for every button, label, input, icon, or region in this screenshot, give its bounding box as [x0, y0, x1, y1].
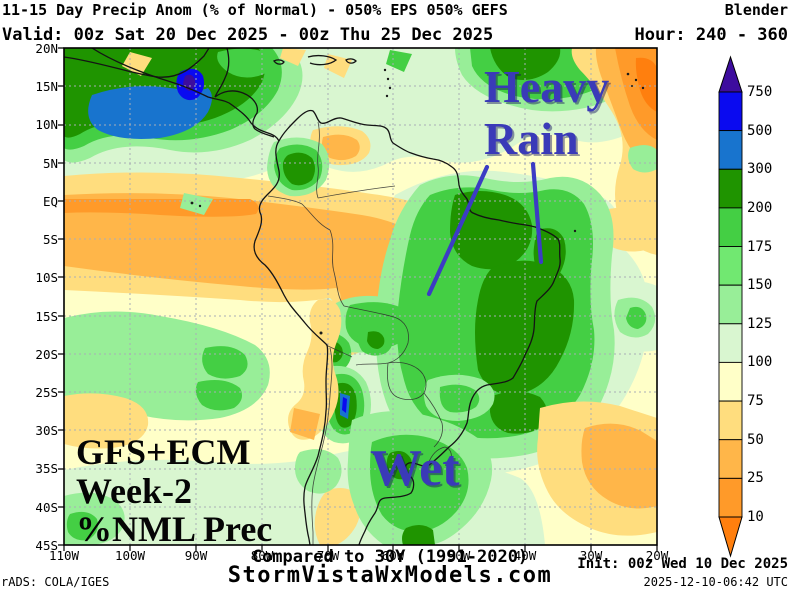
colorbar-label: 75: [747, 393, 764, 409]
model-note-line3: %NML Prec: [76, 509, 273, 549]
colorbar-segment: [718, 130, 743, 170]
lat-label: 5S: [42, 232, 58, 247]
colorbar-segment: [718, 246, 743, 286]
lat-label: 45S: [35, 538, 58, 553]
colorbar-label: 25: [747, 470, 764, 486]
lon-label: 40W: [513, 548, 537, 563]
lat-label: 10S: [35, 270, 58, 285]
map-frame: [63, 47, 658, 546]
filled-contours: [64, 48, 657, 545]
lon-label: 110W: [48, 548, 80, 563]
coastlines: [64, 48, 561, 545]
grads-credit: rADS: COLA/IGES: [1, 575, 110, 589]
lon-label: 60W: [381, 548, 405, 563]
colorbar-below-arrow: [718, 516, 743, 558]
heavy-rain-annotation-line2: Rain: [484, 113, 579, 164]
axis-ticks: [58, 47, 658, 551]
lat-label: 10N: [35, 117, 58, 132]
colorbar-segment: [718, 323, 743, 363]
wet-annotation: Wet: [370, 440, 460, 497]
colorbar-segment: [718, 91, 743, 132]
init-time: Init: 00z Wed 10 Dec 2025: [577, 556, 788, 572]
colorbar-segment: [718, 207, 743, 247]
lon-label: 30W: [579, 548, 603, 563]
valid-range: Valid: 00z Sat 20 Dec 2025 - 00z Thu 25 …: [2, 25, 494, 45]
lat-label: 15S: [35, 309, 58, 324]
lon-label: 100W: [114, 548, 146, 563]
colorbar-label: 100: [747, 354, 773, 370]
colorbar-segment: [718, 439, 743, 479]
colorbar-label: 500: [747, 123, 773, 139]
lon-label: 90W: [184, 548, 208, 563]
generation-timestamp: 2025-12-10-06:42 UTC: [643, 575, 789, 589]
lon-label: 70W: [316, 548, 340, 563]
colorbar-label: 175: [747, 239, 773, 255]
climatology-note: Compared to 30Y (1991-2020): [251, 547, 529, 567]
colorbar-segment: [718, 284, 743, 325]
lat-label: EQ: [42, 194, 58, 209]
lat-label: 20N: [35, 41, 58, 56]
colorbar-segment: [718, 361, 743, 402]
lat-label: 40S: [35, 500, 58, 515]
country-borders: [267, 121, 452, 545]
colorbar-label: 10: [747, 509, 764, 525]
colorbar-segment: [718, 168, 743, 209]
island-specks: [190, 68, 645, 335]
model-note-line2: Week-2: [76, 471, 192, 511]
forecast-hours: Hour: 240 - 360: [634, 25, 788, 45]
lat-label: 15N: [35, 79, 58, 94]
lat-label: 5N: [42, 156, 58, 171]
lon-label: 50W: [447, 548, 471, 563]
colorbar: [718, 55, 743, 558]
latitude-gridlines: [64, 85, 657, 508]
product-title: 11-15 Day Precip Anom (% of Normal) - 05…: [2, 1, 508, 19]
lon-label: 80W: [250, 548, 274, 563]
lat-label: 25S: [35, 385, 58, 400]
heavy-rain-annotation-line1: Heavy: [484, 61, 610, 112]
colorbar-label: 300: [747, 161, 773, 177]
colorbar-label: 150: [747, 277, 773, 293]
colorbar-segment: [718, 400, 743, 441]
colorbar-label: 200: [747, 200, 773, 216]
colorbar-label: 750: [747, 84, 773, 100]
lat-label: 20S: [35, 347, 58, 362]
lon-label: 20W: [645, 548, 669, 563]
colorbar-label: 125: [747, 316, 773, 332]
heavy-rain-arrows: [426, 161, 544, 297]
model-tag: Blender: [724, 1, 788, 19]
site-watermark: StormVistaWxModels.com: [227, 563, 553, 588]
lat-label: 30S: [35, 423, 58, 438]
colorbar-label: 50: [747, 432, 764, 448]
model-note-line1: GFS+ECM: [76, 432, 251, 472]
lat-label: 35S: [35, 461, 58, 476]
colorbar-segment: [718, 477, 743, 518]
colorbar-above-arrow: [718, 55, 743, 93]
